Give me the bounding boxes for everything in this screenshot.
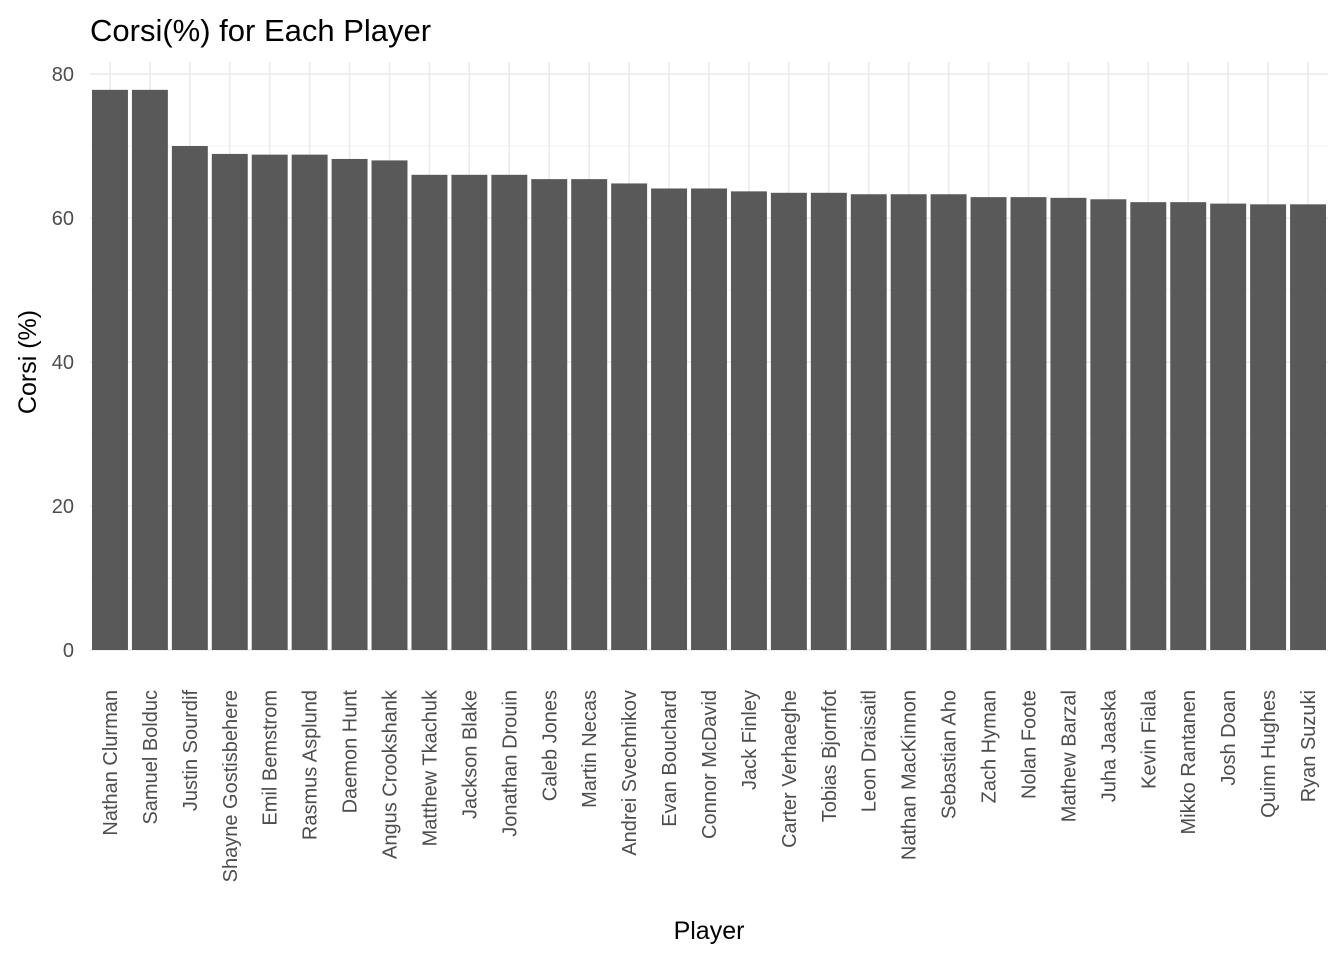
bar-mikko-rantanen bbox=[1170, 202, 1207, 650]
x-tick-label: Zach Hyman bbox=[979, 690, 1001, 803]
bar-josh-doan bbox=[1210, 203, 1247, 650]
x-tick-label: Nathan Clurman bbox=[100, 690, 122, 836]
x-tick-label: Ryan Suzuki bbox=[1298, 690, 1320, 802]
bar-tobias-bjornfot bbox=[810, 192, 847, 651]
x-tick-label: Tobias Bjornfot bbox=[819, 690, 841, 823]
x-tick-label: Shayne Gostisbehere bbox=[220, 690, 242, 882]
x-tick-label: Daemon Hunt bbox=[340, 690, 362, 814]
bar-matthew-tkachuk bbox=[411, 174, 448, 651]
x-tick-label: Justin Sourdif bbox=[180, 690, 202, 812]
x-tick-label: Juha Jaaska bbox=[1098, 689, 1120, 802]
y-axis-title: Corsi (%) bbox=[14, 310, 42, 414]
y-tick-label: 40 bbox=[52, 352, 74, 374]
bar-jackson-blake bbox=[451, 174, 488, 651]
bar-zach-hyman bbox=[970, 197, 1007, 650]
bar-emil-bemstrom bbox=[251, 154, 288, 650]
bar-evan-bouchard bbox=[651, 188, 688, 651]
bar-jonathan-drouin bbox=[491, 174, 528, 651]
x-tick-label: Leon Draisaitl bbox=[859, 690, 881, 812]
x-tick-label: Sebastian Aho bbox=[939, 690, 961, 819]
x-tick-label: Kevin Fiala bbox=[1138, 689, 1160, 789]
x-tick-label: Caleb Jones bbox=[539, 690, 561, 801]
x-tick-label: Jack Finley bbox=[739, 690, 761, 790]
bars bbox=[91, 89, 1327, 651]
bar-ryan-suzuki bbox=[1290, 204, 1327, 650]
x-tick-label: Matthew Tkachuk bbox=[419, 689, 441, 846]
x-tick-label: Josh Doan bbox=[1218, 690, 1240, 786]
bar-nathan-mackinnon bbox=[890, 194, 927, 651]
x-tick-label: Mathew Barzal bbox=[1058, 690, 1080, 822]
y-axis-ticks: 0 20 40 60 80 bbox=[52, 64, 74, 662]
bar-andrei-svechnikov bbox=[611, 183, 648, 650]
x-tick-label: Martin Necas bbox=[579, 690, 601, 808]
bar-juha-jaaska bbox=[1090, 199, 1127, 650]
x-axis-ticks: Nathan Clurman Samuel Bolduc Justin Sourdi… bbox=[100, 689, 1320, 882]
bar-angus-crookshank bbox=[371, 160, 408, 650]
x-tick-label: Andrei Svechnikov bbox=[619, 690, 641, 856]
bar-quinn-hughes bbox=[1250, 204, 1287, 650]
bar-samuel-bolduc bbox=[131, 89, 168, 651]
y-tick-label: 60 bbox=[52, 208, 74, 230]
bar-daemon-hunt bbox=[331, 158, 368, 650]
x-tick-label: Carter Verhaeghe bbox=[779, 690, 801, 848]
x-tick-label: Jackson Blake bbox=[459, 690, 481, 819]
x-tick-label: Samuel Bolduc bbox=[140, 690, 162, 825]
bar-sebastian-aho bbox=[930, 194, 967, 651]
bar-mathew-barzal bbox=[1050, 197, 1087, 650]
x-tick-label: Mikko Rantanen bbox=[1178, 690, 1200, 835]
bar-leon-draisaitl bbox=[850, 194, 887, 651]
bar-martin-necas bbox=[571, 179, 608, 650]
x-tick-label: Jonathan Drouin bbox=[499, 690, 521, 837]
x-axis-title: Player bbox=[674, 917, 745, 945]
bar-connor-mcdavid bbox=[691, 188, 727, 651]
x-tick-label: Nathan MacKinnon bbox=[899, 690, 921, 860]
chart-title: Corsi(%) for Each Player bbox=[90, 13, 431, 48]
x-tick-label: Connor McDavid bbox=[699, 690, 721, 839]
x-tick-label: Evan Bouchard bbox=[659, 690, 681, 827]
x-tick-label: Emil Bemstrom bbox=[260, 690, 282, 826]
bar-jack-finley bbox=[730, 191, 767, 651]
bar-carter-verhaeghe bbox=[770, 192, 807, 651]
x-tick-label: Nolan Foote bbox=[1018, 690, 1040, 799]
bar-kevin-fiala bbox=[1130, 202, 1167, 650]
y-tick-label: 20 bbox=[52, 496, 74, 518]
x-tick-label: Quinn Hughes bbox=[1258, 690, 1280, 818]
bar-nathan-clurman bbox=[91, 89, 128, 651]
bar-rasmus-asplund bbox=[291, 154, 328, 650]
bar-nolan-foote bbox=[1010, 197, 1047, 650]
bar-shayne-gostisbehere bbox=[211, 153, 248, 651]
x-tick-label: Rasmus Asplund bbox=[300, 690, 322, 840]
bar-caleb-jones bbox=[531, 179, 568, 650]
x-tick-label: Angus Crookshank bbox=[380, 689, 402, 859]
bar-justin-sourdif bbox=[171, 146, 208, 650]
y-tick-label: 0 bbox=[63, 640, 74, 662]
y-tick-label: 80 bbox=[52, 64, 74, 86]
